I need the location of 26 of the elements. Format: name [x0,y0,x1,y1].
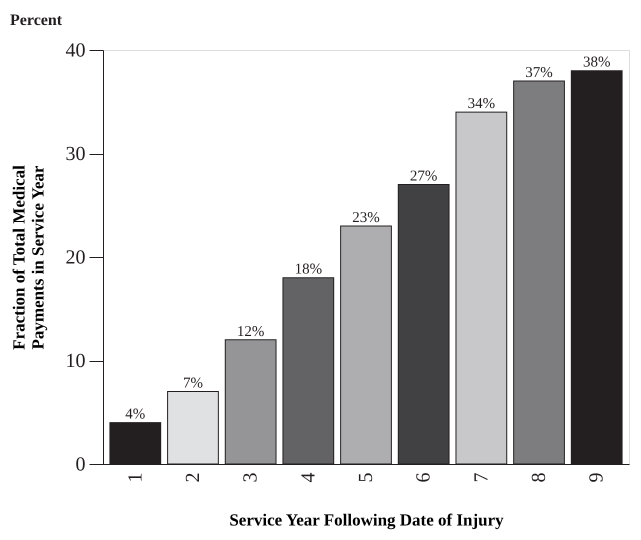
data-label: 12% [236,324,264,340]
x-tick-label: 9 [586,472,608,482]
x-tick-label: 5 [355,472,377,482]
data-label: 27% [410,168,438,185]
data-label: 7% [182,376,203,392]
y-tick-label: 0 [76,454,86,476]
x-tick-label: 1 [124,472,146,482]
x-tick-label: 7 [470,472,492,482]
y-axis-title: Fraction of Total Medical Payments in Service Year [10,164,48,350]
data-label: 18% [294,262,322,278]
y-tick-label: 20 [66,246,86,268]
y-tick-label: 30 [66,143,86,165]
data-label: 4% [125,406,146,423]
x-tick-label: 2 [182,472,204,482]
data-label: 37% [525,65,553,82]
chart-title: Percent [10,12,63,29]
x-tick-label: 8 [528,472,550,482]
data-label: 38% [582,54,610,71]
x-tick-label: 6 [412,472,435,482]
y-tick-label: 10 [66,350,86,372]
data-label: 23% [352,210,380,226]
x-tick-label: 4 [297,472,320,482]
x-axis-title: Service Year Following Date of Injury [229,510,504,530]
y-tick-label: 40 [66,40,86,62]
x-tick-label: 3 [240,472,262,482]
data-label: 34% [468,96,496,112]
